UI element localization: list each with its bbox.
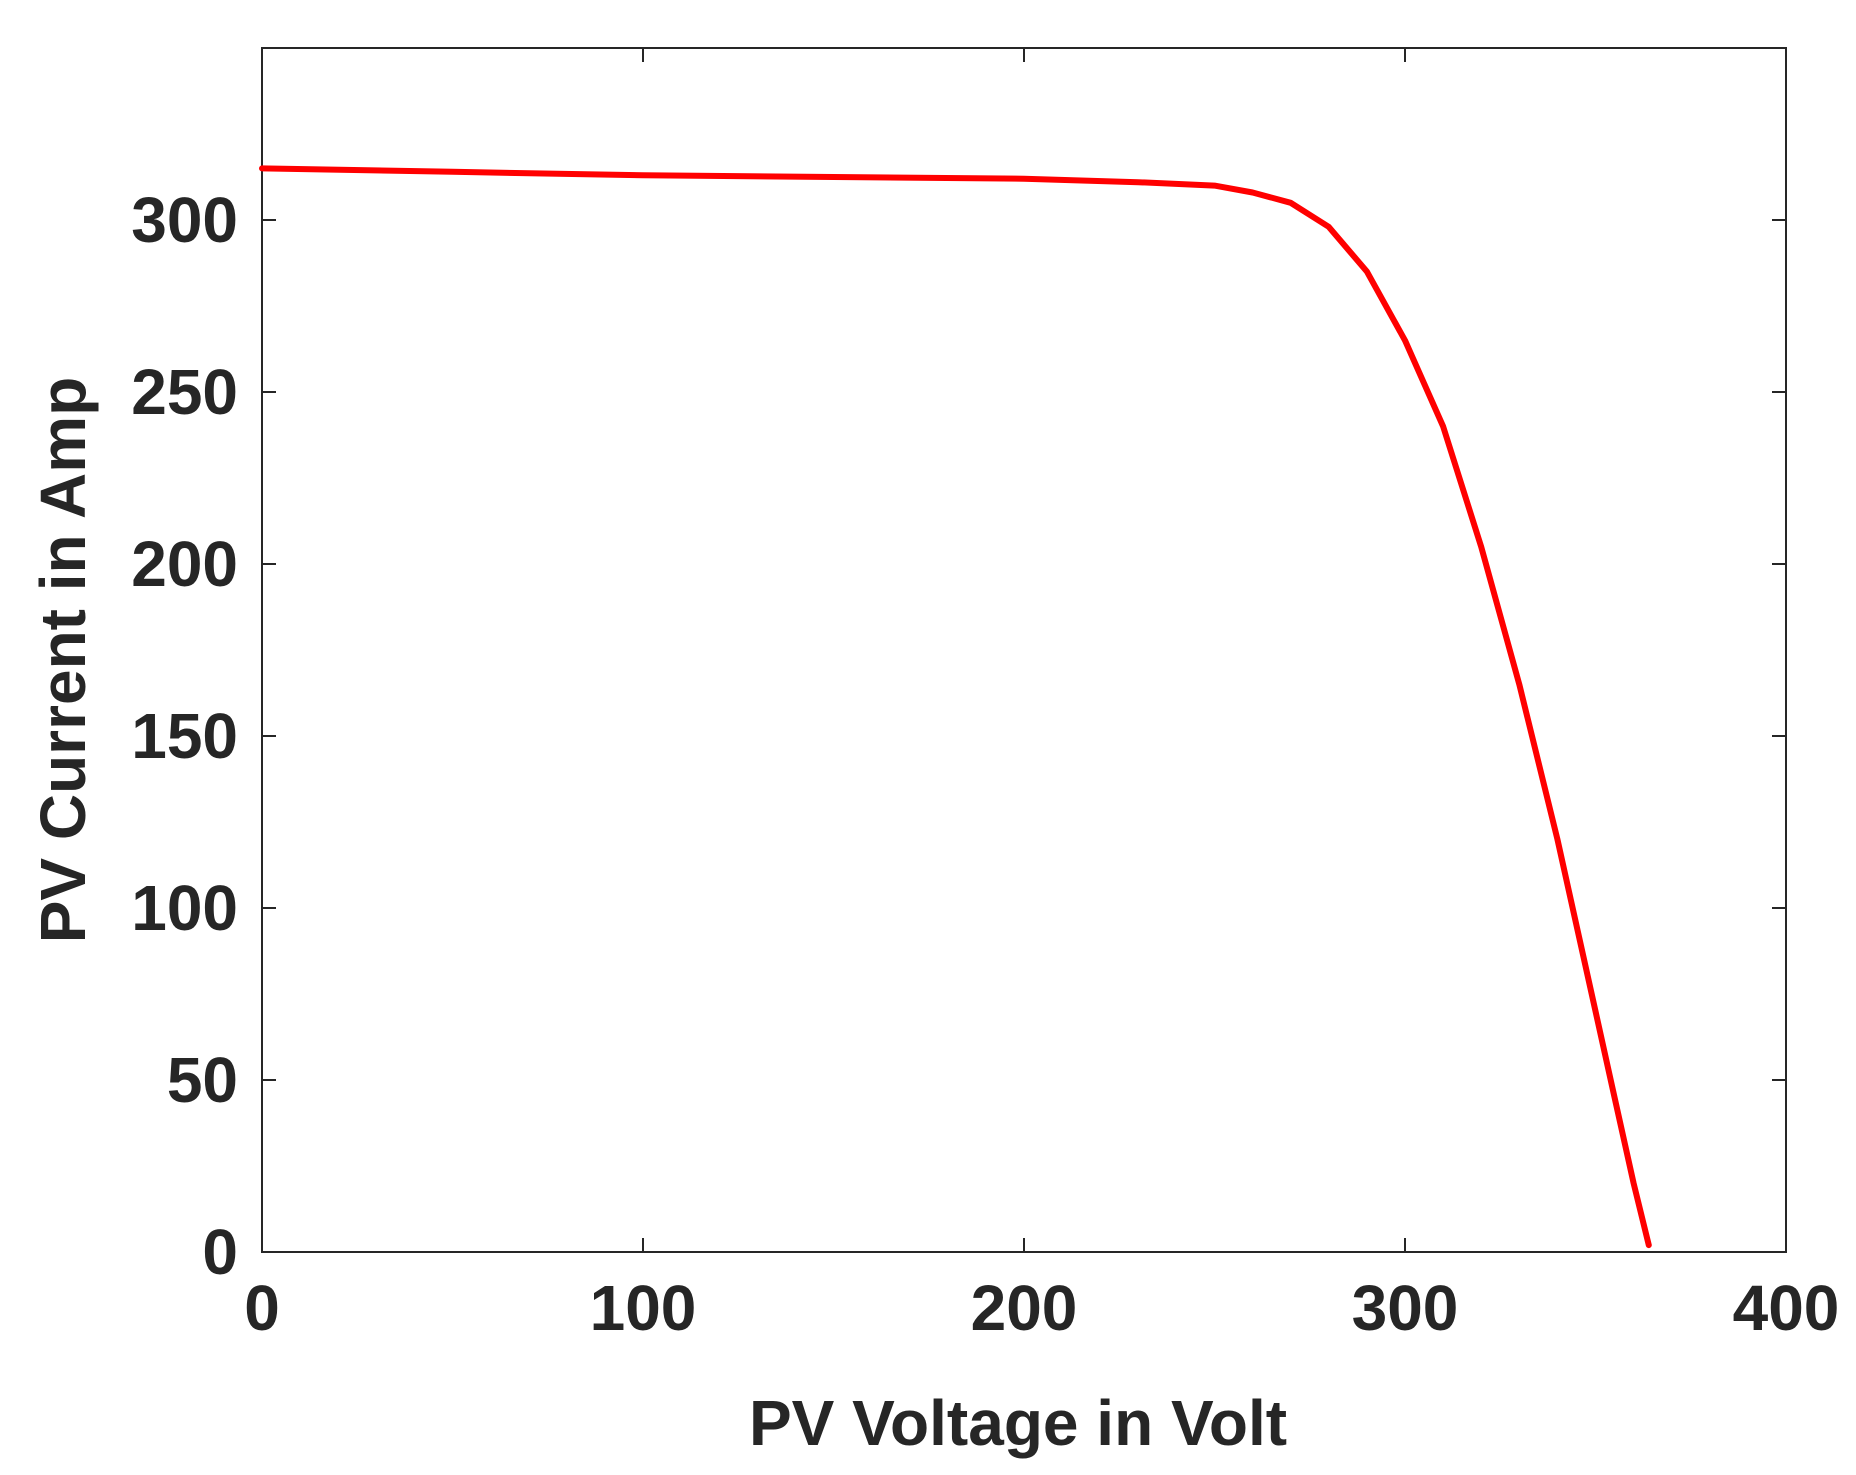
x-axis-label: PV Voltage in Volt: [749, 1387, 1287, 1459]
y-tick-label: 0: [202, 1216, 238, 1288]
y-tick-label: 300: [131, 184, 238, 256]
y-tick-label: 250: [131, 356, 238, 428]
x-tick-label: 400: [1733, 1272, 1840, 1344]
x-tick-label: 200: [971, 1272, 1078, 1344]
plot-frame: [262, 48, 1786, 1252]
plot-area: [262, 48, 1786, 1252]
y-tick-label: 200: [131, 528, 238, 600]
y-tick-label: 50: [167, 1044, 238, 1116]
x-tick-label: 300: [1352, 1272, 1459, 1344]
y-axis-label: PV Current in Amp: [27, 377, 99, 944]
y-tick-label: 150: [131, 700, 238, 772]
y-tick-label: 100: [131, 872, 238, 944]
x-tick-label: 100: [590, 1272, 697, 1344]
x-tick-label: 0: [244, 1272, 280, 1344]
